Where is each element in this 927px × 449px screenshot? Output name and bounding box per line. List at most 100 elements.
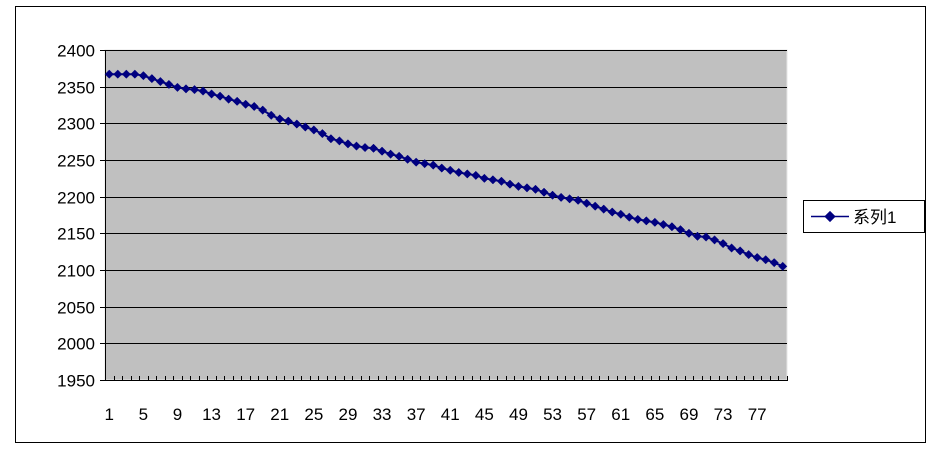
y-tick-label: 2250 [57, 152, 95, 171]
data-point [496, 176, 506, 186]
data-point [624, 212, 634, 222]
data-point [727, 243, 737, 253]
data-point [326, 134, 336, 144]
x-tick-label: 45 [475, 405, 494, 424]
y-tick-label: 2150 [57, 225, 95, 244]
x-tick-label: 41 [441, 405, 460, 424]
data-point [675, 225, 685, 235]
y-tick-label: 2100 [57, 262, 95, 281]
data-point [130, 69, 140, 79]
data-point [667, 222, 677, 232]
legend: 系列1 [803, 200, 925, 233]
data-point [386, 149, 396, 159]
data-point [198, 86, 208, 96]
data-point [360, 142, 370, 153]
data-point [735, 246, 745, 256]
x-tick-label: 49 [509, 405, 528, 424]
x-tick-label: 77 [748, 405, 767, 424]
x-tick-label: 17 [236, 405, 255, 424]
data-point [300, 122, 310, 132]
data-point [709, 235, 720, 245]
data-point [317, 129, 327, 139]
x-tick-label: 13 [202, 405, 221, 424]
x-tick-label: 53 [543, 405, 562, 424]
axes [100, 50, 788, 381]
x-tick-label: 21 [270, 405, 289, 424]
data-point [189, 85, 200, 95]
data-point [471, 170, 481, 180]
y-tick-label: 1950 [57, 372, 95, 391]
data-point [181, 84, 191, 94]
data-point [513, 181, 524, 191]
data-point [479, 173, 489, 183]
data-point [403, 154, 413, 164]
data-point [368, 143, 379, 153]
data-point [530, 184, 541, 194]
data-point [138, 71, 148, 81]
data-point [164, 79, 174, 90]
y-tick-label: 2000 [57, 335, 95, 354]
data-point [590, 201, 600, 211]
data-point [505, 179, 515, 189]
data-point [539, 187, 549, 197]
data-point [343, 139, 353, 149]
data-point [113, 69, 123, 79]
data-point [616, 209, 626, 219]
x-tick-label: 25 [304, 405, 323, 424]
y-tick-label: 2400 [57, 42, 95, 61]
x-tick-label: 61 [611, 405, 630, 424]
x-tick-label: 29 [339, 405, 358, 424]
data-point [309, 125, 319, 135]
x-tick-label: 65 [645, 405, 664, 424]
data-point [437, 163, 447, 173]
y-tick-labels: 1950 2000 2050 2100 2150 2200 2250 2300 2350 2400 [57, 42, 95, 391]
x-tick-label: 5 [139, 405, 148, 424]
data-point [769, 258, 779, 268]
data-point [232, 96, 242, 106]
legend-marker-diamond [824, 210, 836, 223]
data-point [394, 151, 404, 161]
data-point [633, 214, 643, 224]
data-point [718, 239, 728, 249]
y-tick-label: 2050 [57, 299, 95, 318]
data-point [249, 101, 259, 112]
data-point [556, 192, 566, 202]
data-point [522, 183, 532, 193]
data-point [241, 99, 251, 109]
data-point [215, 91, 225, 101]
data-point [599, 204, 609, 214]
data-point [420, 159, 430, 169]
y-tick-label: 2300 [57, 115, 95, 134]
data-point [454, 167, 464, 178]
gridlines [105, 50, 787, 344]
data-point [334, 136, 344, 146]
y-tick-label: 2350 [57, 79, 95, 98]
x-tick-labels: 1 5 9 13 17 21 25 29 33 37 41 45 49 53 57 61 65 69 73 77 [105, 405, 767, 424]
data-point [658, 219, 668, 230]
data-point [224, 94, 234, 104]
data-point [761, 255, 771, 265]
x-tick-label: 9 [173, 405, 182, 424]
data-point [351, 141, 362, 151]
data-point [283, 116, 293, 126]
data-point [266, 110, 276, 120]
data-point [462, 169, 472, 179]
x-tick-label: 57 [577, 405, 596, 424]
data-point [607, 207, 617, 217]
data-point [582, 198, 592, 208]
data-point [275, 114, 285, 124]
plot-area [104, 49, 788, 381]
data-point [207, 89, 217, 99]
data-point [778, 261, 788, 271]
data-point [565, 194, 575, 204]
data-point [650, 217, 660, 227]
x-tick-label: 1 [105, 405, 114, 424]
data-point [752, 252, 762, 263]
data-point [121, 69, 131, 79]
x-tick-label: 69 [680, 405, 699, 424]
data-point [155, 76, 165, 87]
data-point [147, 74, 157, 84]
data-point [172, 82, 183, 92]
data-point [104, 69, 114, 79]
